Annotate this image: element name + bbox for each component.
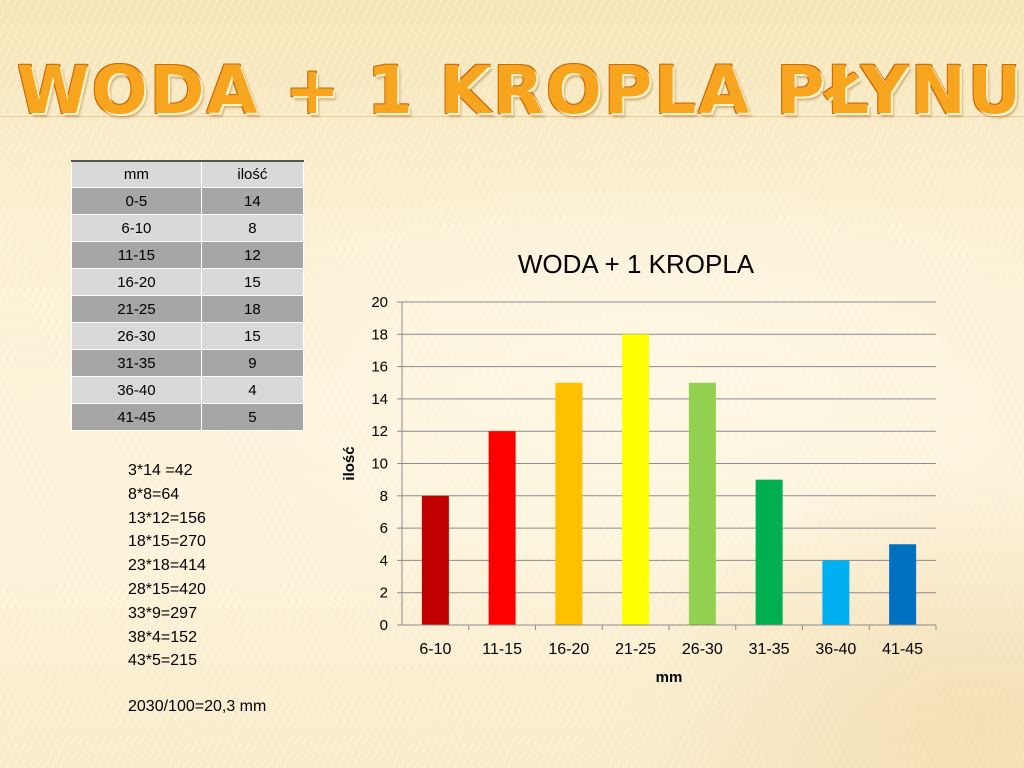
table-cell-count: 15	[200, 268, 305, 296]
calculation-list: 3*14 =42 8*8=64 13*12=156 18*15=270 23*1…	[128, 459, 206, 673]
bar	[421, 495, 449, 625]
y-tick-label: 6	[380, 520, 388, 537]
table-row: 41-45 5	[71, 403, 305, 431]
table-cell-count: 14	[200, 187, 305, 215]
table-cell-count: 5	[200, 403, 305, 431]
bar	[488, 431, 516, 625]
y-tick-label: 10	[371, 456, 388, 473]
table-cell-range: 0-5	[71, 187, 202, 215]
x-tick-label: 16-20	[548, 641, 589, 658]
bar	[555, 382, 583, 625]
calculation-line: 3*14 =42	[128, 462, 193, 479]
table-row: 0-5 14	[71, 187, 305, 215]
table-cell-range: 26-30	[71, 322, 202, 350]
x-tick-label: 36-40	[815, 641, 856, 658]
table-cell-range: 16-20	[71, 268, 202, 296]
table-row: 36-40 4	[71, 376, 305, 404]
calculation-line: 28*15=420	[128, 580, 206, 598]
slide-title: WODA + 1 KROPLA PŁYNU	[16, 52, 1024, 129]
y-tick-label: 18	[371, 326, 388, 343]
table-cell-range: 41-45	[71, 403, 202, 431]
table-row: 11-15 12	[71, 241, 305, 269]
x-tick-label: 11-15	[482, 641, 522, 658]
y-tick-label: 4	[380, 552, 388, 569]
bar-chart: WODA + 1 KROPLA 0 2 4 6 8 10 12 14 16 18 20 6-10 11-1…	[341, 249, 937, 686]
table-cell-range: 21-25	[71, 295, 202, 323]
table-cell-count: 8	[200, 214, 305, 242]
total-result: 2030/100=20,3 mm	[128, 698, 267, 715]
chart-title: WODA + 1 KROPLA	[518, 249, 755, 279]
y-tick-label: 12	[371, 423, 388, 440]
title-underline	[0, 116, 1024, 117]
table-cell-count: 9	[200, 349, 305, 377]
calculation-line: 33*9=297	[128, 604, 197, 622]
y-tick-label: 0	[380, 617, 388, 634]
calculation-line: 8*8=64	[128, 485, 180, 503]
table-row: 6-10 8	[71, 214, 305, 242]
x-tick-label: 41-45	[882, 641, 923, 658]
table-header-row: mm ilość	[71, 160, 305, 188]
x-tick-label: 26-30	[682, 641, 723, 658]
calculation-line: 18*15=270	[128, 533, 206, 551]
y-tick-label: 8	[380, 488, 388, 505]
table-cell-count: 4	[200, 376, 305, 404]
calculation-line: 13*12=156	[128, 509, 206, 527]
table-header-mm: mm	[71, 160, 202, 188]
table-cell-range: 31-35	[71, 349, 202, 377]
table-cell-range: 11-15	[71, 241, 202, 269]
y-tick-label: 2	[380, 585, 388, 602]
data-table: mm ilość 0-5 14 6-10 8 11-15 12 16-20 15 21-…	[71, 160, 305, 431]
table-cell-range: 6-10	[71, 214, 202, 242]
calculation-line: 38*4=152	[128, 628, 197, 646]
bar	[688, 382, 716, 625]
x-axis-label: mm	[656, 669, 683, 686]
y-tick-label: 14	[371, 391, 388, 408]
bar	[822, 560, 850, 625]
y-axis-label: ilość	[341, 446, 358, 480]
table-cell-count: 12	[200, 241, 305, 269]
y-tick-label: 16	[371, 359, 388, 376]
calculation-line: 23*18=414	[128, 557, 206, 575]
table-header-count: ilość	[200, 160, 305, 188]
table-cell-range: 36-40	[71, 376, 202, 404]
y-tick-label: 20	[371, 294, 388, 311]
x-tick-label: 21-25	[615, 641, 656, 658]
bar	[889, 544, 917, 625]
table-row: 21-25 18	[71, 295, 305, 323]
calculation-line: 43*5=215	[128, 652, 197, 670]
x-tick-label: 6-10	[419, 641, 451, 658]
bar	[755, 479, 783, 625]
table-row: 26-30 15	[71, 322, 305, 350]
table-row: 16-20 15	[71, 268, 305, 296]
table-cell-count: 15	[200, 322, 305, 350]
table-cell-count: 18	[200, 295, 305, 323]
bar	[622, 334, 650, 625]
x-tick-label: 31-35	[749, 641, 790, 658]
table-row: 31-35 9	[71, 349, 305, 377]
